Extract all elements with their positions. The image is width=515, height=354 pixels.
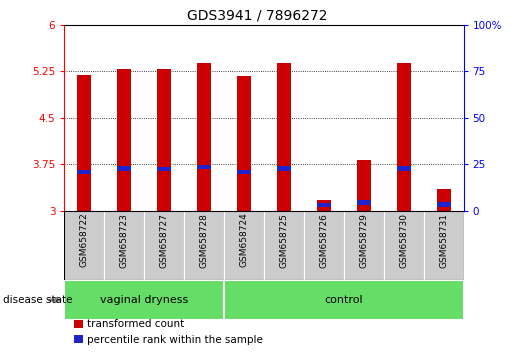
Text: GSM658726: GSM658726 bbox=[319, 213, 328, 268]
Bar bbox=[157, 69, 171, 211]
Bar bbox=[237, 76, 251, 211]
Bar bbox=[264, 211, 304, 280]
Bar bbox=[64, 280, 224, 320]
Bar bbox=[157, 167, 171, 171]
Bar bbox=[77, 75, 91, 211]
Bar bbox=[384, 211, 423, 280]
Bar bbox=[117, 69, 131, 211]
Text: GSM658722: GSM658722 bbox=[80, 213, 89, 268]
Bar bbox=[64, 211, 104, 280]
Text: GSM658727: GSM658727 bbox=[160, 213, 168, 268]
Text: GDS3941 / 7896272: GDS3941 / 7896272 bbox=[187, 9, 328, 23]
Bar bbox=[237, 170, 251, 175]
Bar bbox=[397, 166, 410, 171]
Bar bbox=[357, 200, 371, 205]
Bar bbox=[357, 160, 371, 211]
Bar bbox=[197, 165, 211, 170]
Text: vaginal dryness: vaginal dryness bbox=[100, 295, 188, 305]
Bar bbox=[224, 280, 464, 320]
Bar bbox=[437, 189, 451, 211]
Bar bbox=[224, 211, 264, 280]
Bar bbox=[304, 211, 344, 280]
Legend: transformed count, percentile rank within the sample: transformed count, percentile rank withi… bbox=[70, 315, 267, 349]
Bar bbox=[117, 166, 131, 171]
Text: GSM658724: GSM658724 bbox=[239, 213, 248, 268]
Bar bbox=[317, 200, 331, 211]
Text: disease state: disease state bbox=[3, 295, 72, 305]
Bar bbox=[104, 211, 144, 280]
Text: GSM658731: GSM658731 bbox=[439, 213, 448, 268]
Bar bbox=[317, 203, 331, 207]
Bar bbox=[184, 211, 224, 280]
Bar bbox=[277, 166, 291, 171]
Text: GSM658729: GSM658729 bbox=[359, 213, 368, 268]
Bar bbox=[397, 63, 410, 211]
Bar bbox=[197, 63, 211, 211]
Bar bbox=[144, 211, 184, 280]
Text: GSM658730: GSM658730 bbox=[399, 213, 408, 268]
Text: GSM658723: GSM658723 bbox=[120, 213, 129, 268]
Bar bbox=[344, 211, 384, 280]
Text: GSM658728: GSM658728 bbox=[200, 213, 209, 268]
Text: GSM658725: GSM658725 bbox=[280, 213, 288, 268]
Text: control: control bbox=[324, 295, 363, 305]
Bar bbox=[277, 63, 291, 211]
Bar bbox=[77, 170, 91, 175]
Bar bbox=[437, 202, 451, 207]
Bar bbox=[423, 211, 464, 280]
